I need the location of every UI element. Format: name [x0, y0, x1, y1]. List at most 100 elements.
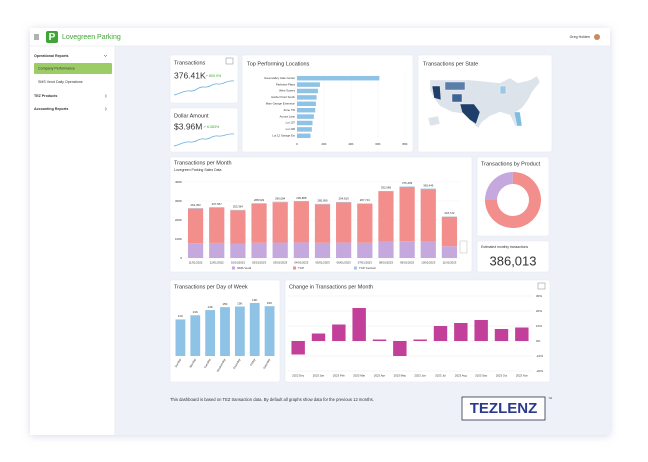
menu-button[interactable]: [34, 34, 39, 40]
bar: [297, 114, 314, 119]
bar-segment: [272, 242, 288, 258]
x-tick-label: 02/01/2023: [252, 261, 266, 265]
chevron: [104, 107, 107, 111]
bar: [311, 333, 326, 341]
x-tick-label: 0: [296, 142, 298, 146]
total-label: 296,084: [275, 196, 286, 200]
logo-text: TEZLENZ: [470, 400, 538, 417]
y-tick-label: Harbor Point South: [271, 95, 295, 99]
bar: [297, 82, 320, 87]
chart-subtitle: Lovegreen Parking Sales Data: [174, 168, 222, 172]
legend-label: SMS Vend: [237, 266, 252, 270]
x-tick-label: 2023 Jul: [435, 374, 446, 378]
x-tick-label: 2023 Mar: [353, 374, 365, 378]
total-label: 294,819: [339, 197, 350, 201]
x-tick-label: Wednesday: [216, 357, 227, 372]
x-tick-label: Thursday: [232, 357, 242, 370]
x-tick-label: 80K: [402, 142, 407, 146]
bar-segment: [357, 242, 373, 258]
x-tick-label: 11/01/2022: [189, 261, 203, 265]
bar-segment: [357, 203, 373, 243]
bar-segment: [209, 207, 225, 243]
kpi-title: Transactions: [174, 60, 206, 66]
bar: [264, 306, 275, 356]
bar: [297, 107, 316, 113]
nav-group[interactable]: Operational Reports: [34, 54, 69, 58]
x-tick-label: Saturday: [262, 357, 271, 369]
bar: [297, 101, 316, 107]
bar-segment: [230, 243, 246, 258]
bar: [297, 120, 313, 126]
svg-text:P: P: [49, 32, 56, 43]
nav-item[interactable]: SMS Vend Daily Operations: [38, 80, 83, 84]
x-tick-label: 40K: [348, 142, 353, 146]
expand-button[interactable]: [537, 282, 546, 290]
y-tick-label: 200K: [175, 218, 182, 222]
bar: [454, 323, 468, 341]
toolbar-button[interactable]: [459, 240, 468, 254]
x-tick-label: 2023 Nov: [516, 374, 529, 378]
kpi-change: ↗ 800.0%: [205, 74, 222, 78]
x-tick-label: 06/01/2023: [337, 261, 351, 265]
x-tick-label: 04/01/2023: [294, 261, 308, 265]
bar: [372, 339, 387, 341]
kpi-change: ↗ 6.083%: [203, 125, 220, 129]
bar: [249, 302, 260, 356]
chevron: [103, 54, 108, 57]
y-tick-label: Parkview Plaza: [276, 82, 296, 86]
y-tick-label: 30%: [536, 294, 542, 298]
bar-segment: [336, 242, 352, 258]
card-title: Transactions by Product: [481, 161, 541, 167]
bar: [332, 324, 346, 341]
card-title: Top Performing Locations: [247, 61, 310, 67]
x-tick-label: 10/01/2023: [421, 261, 435, 265]
value-label: 13K: [193, 310, 198, 314]
total-label: 267,567: [212, 202, 223, 206]
bar-segment: [314, 242, 331, 258]
bar: [205, 310, 216, 356]
y-tick-label: 0: [180, 256, 182, 260]
y-tick-label: 10%: [536, 324, 542, 328]
avatar[interactable]: [594, 34, 600, 40]
nav-selected[interactable]: [34, 63, 112, 74]
bar-segment: [251, 242, 267, 258]
card-title: Estimated monthly transactions: [481, 245, 528, 249]
y-tick-label: 400K: [175, 180, 182, 184]
total-label: 376,409: [402, 181, 413, 185]
value-label: 15K: [222, 302, 227, 306]
kpi-value: $3.96M: [174, 121, 202, 131]
bar-segment: [420, 241, 436, 258]
bar: [433, 326, 448, 341]
chevron: [104, 94, 107, 98]
bar: [352, 308, 366, 341]
y-tick-label: Lot 109: [286, 127, 296, 131]
nav-item[interactable]: Company Performance: [38, 66, 75, 70]
expand-button[interactable]: [225, 57, 234, 65]
bar-segment: [378, 190, 394, 192]
user-name[interactable]: Greg Holden: [570, 35, 590, 39]
value-label: 15K: [237, 301, 242, 305]
bar: [515, 327, 529, 341]
total-label: 288,529: [254, 198, 265, 202]
bar-segment: [399, 187, 415, 242]
bar: [297, 133, 311, 139]
x-tick-label: 11/01/2023: [443, 261, 457, 265]
x-tick-label: 2023 Jun: [414, 374, 426, 378]
y-tick-label: Greenvalley Gate Center: [264, 76, 295, 80]
bar: [297, 95, 317, 100]
total-label: 253,364: [233, 205, 244, 209]
bar-segment: [251, 203, 267, 243]
bar-segment: [293, 201, 309, 243]
nav-group[interactable]: Accounting Reports: [34, 107, 68, 111]
y-tick-label: 20%: [536, 309, 542, 313]
y-tick-label: Lot 12 Garage Ext: [272, 134, 295, 138]
bar: [413, 339, 427, 341]
value-label: 14K: [207, 305, 212, 309]
nav-group[interactable]: TEZ Products: [34, 94, 57, 98]
logo-icon: P: [46, 31, 58, 43]
y-tick-label: 300K: [175, 199, 182, 203]
bar-segment: [399, 241, 415, 258]
x-tick-label: 2022 Dec: [292, 374, 305, 378]
x-tick-label: 60K: [375, 142, 380, 146]
bar-segment: [314, 204, 331, 243]
